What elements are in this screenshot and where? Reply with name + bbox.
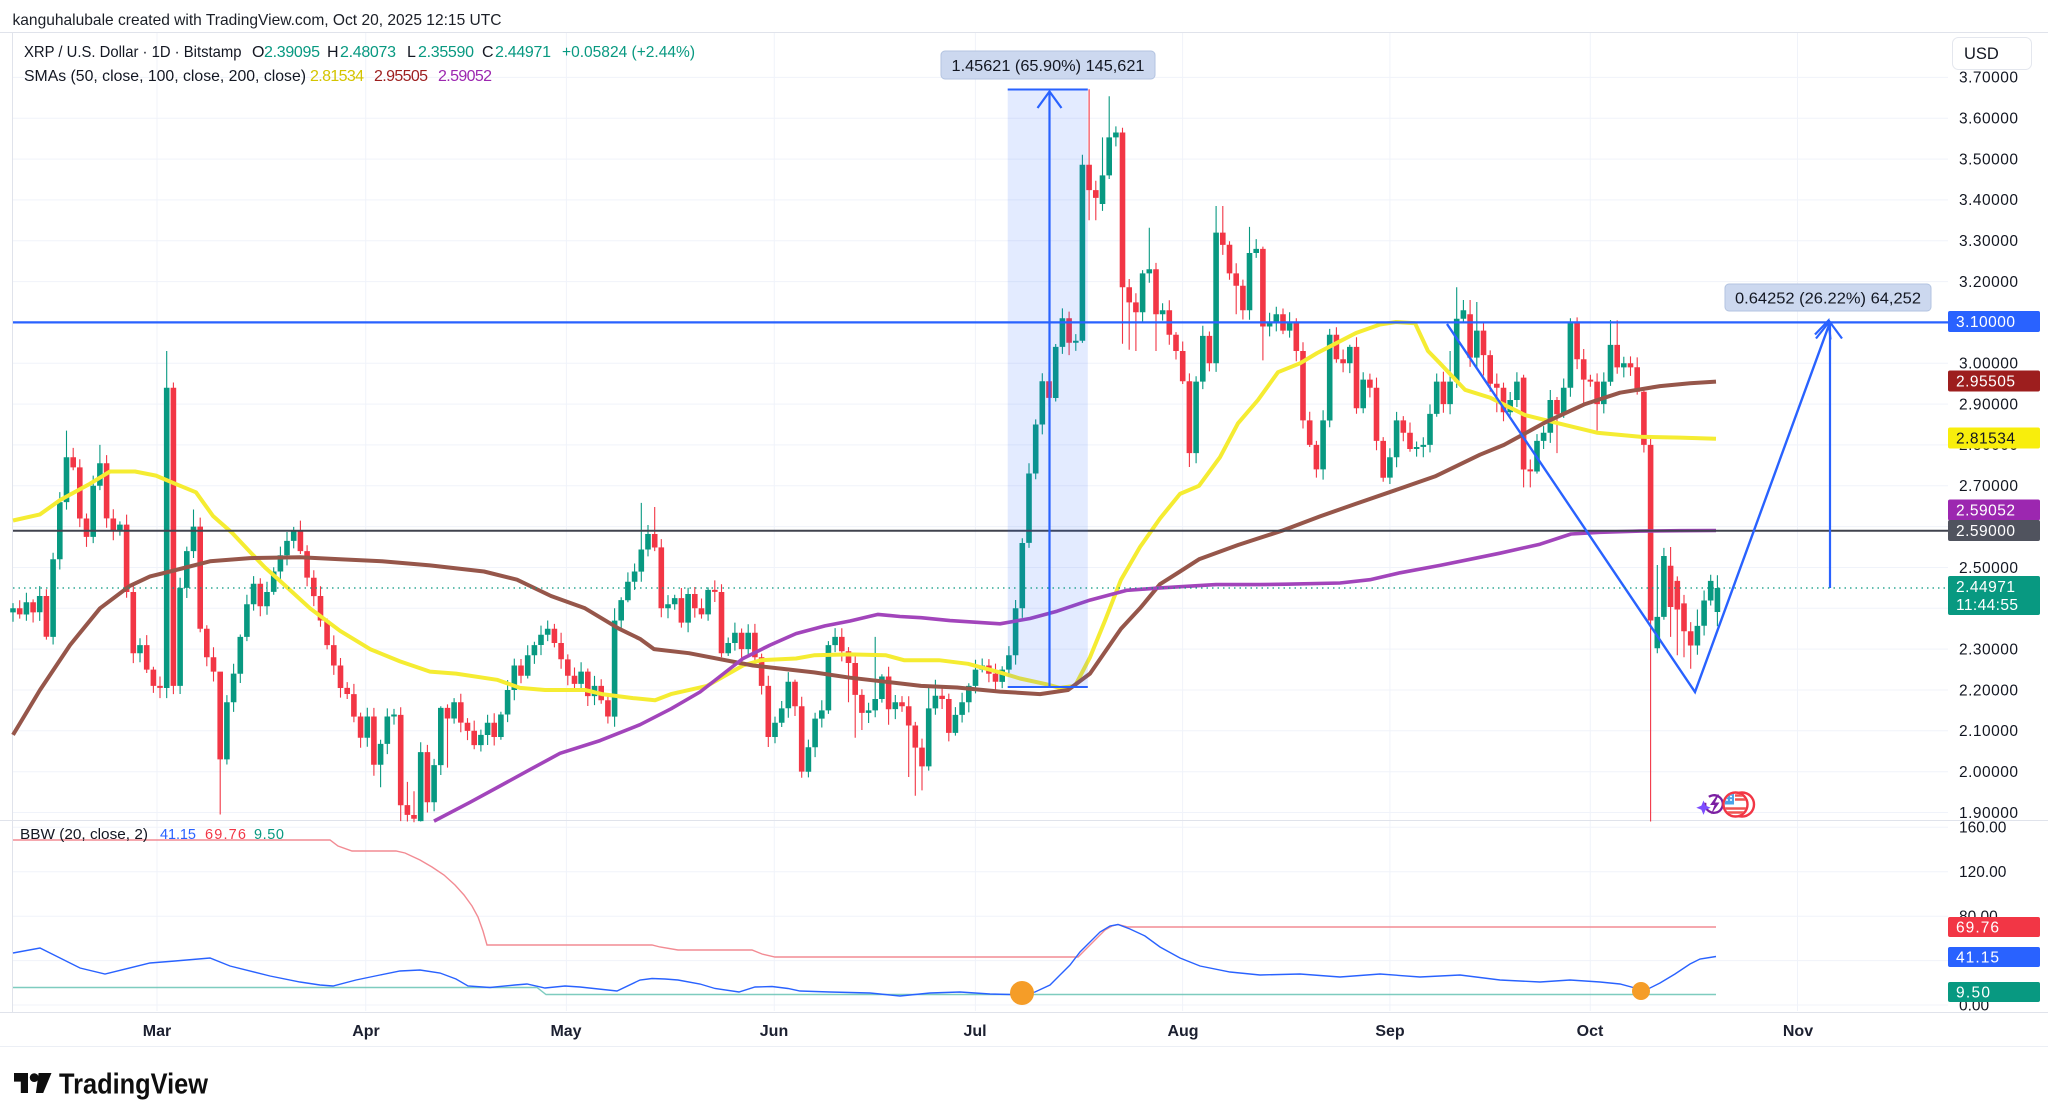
svg-text:2.95505: 2.95505 — [1956, 373, 2015, 390]
svg-text:May: May — [550, 1023, 581, 1040]
svg-text:Sep: Sep — [1375, 1023, 1405, 1040]
svg-text:2.50000: 2.50000 — [1959, 560, 2018, 577]
svg-text:2.59052: 2.59052 — [1956, 502, 2015, 519]
svg-text:9.50: 9.50 — [1956, 984, 1990, 1001]
svg-text:2.39095: 2.39095 — [264, 44, 320, 61]
svg-text:2.59000: 2.59000 — [1956, 523, 2015, 540]
svg-text:SMAs (50, close, 100, close, 2: SMAs (50, close, 100, close, 200, close) — [24, 68, 306, 85]
svg-text:0.64252 (26.22%) 64,252: 0.64252 (26.22%) 64,252 — [1735, 291, 1921, 308]
svg-text:USD: USD — [1964, 45, 1999, 63]
svg-text:9.50: 9.50 — [254, 827, 284, 843]
svg-text:2.81534: 2.81534 — [310, 68, 364, 85]
svg-text:2.10000: 2.10000 — [1959, 723, 2018, 740]
svg-text:2.44971: 2.44971 — [495, 44, 551, 61]
svg-text:2.95505: 2.95505 — [374, 68, 428, 85]
svg-text:2.48073: 2.48073 — [340, 44, 396, 61]
svg-text:O: O — [252, 44, 264, 61]
svg-text:41.15: 41.15 — [1956, 949, 1999, 966]
svg-text:3.40000: 3.40000 — [1959, 192, 2018, 209]
svg-text:1.45621 (65.90%) 145,621: 1.45621 (65.90%) 145,621 — [952, 58, 1145, 75]
svg-text:69.76: 69.76 — [205, 827, 246, 843]
svg-text:TradingView: TradingView — [59, 1069, 209, 1101]
svg-text:2.00000: 2.00000 — [1959, 764, 2018, 781]
svg-text:kanguhalubale created with Tra: kanguhalubale created with TradingView.c… — [13, 12, 502, 29]
svg-text:Mar: Mar — [143, 1023, 171, 1040]
svg-text:3.60000: 3.60000 — [1959, 111, 2018, 128]
svg-text:3.30000: 3.30000 — [1959, 233, 2018, 250]
svg-text:3.00000: 3.00000 — [1959, 356, 2018, 373]
svg-text:3.50000: 3.50000 — [1959, 151, 2018, 168]
svg-text:2.20000: 2.20000 — [1959, 682, 2018, 699]
svg-text:L: L — [407, 44, 416, 61]
svg-text:2.44971: 2.44971 — [1956, 579, 2015, 596]
svg-text:Oct: Oct — [1577, 1023, 1604, 1040]
svg-text:2.35590: 2.35590 — [418, 44, 474, 61]
svg-text:Apr: Apr — [352, 1023, 380, 1040]
svg-text:Jun: Jun — [760, 1023, 788, 1040]
svg-text:3.10000: 3.10000 — [1956, 314, 2015, 331]
svg-text:2.81534: 2.81534 — [1956, 430, 2015, 447]
svg-text:2.59052: 2.59052 — [438, 68, 492, 85]
svg-text:Aug: Aug — [1167, 1023, 1198, 1040]
svg-text:41.15: 41.15 — [160, 827, 196, 843]
svg-text:XRP / U.S. Dollar · 1D · Bitst: XRP / U.S. Dollar · 1D · Bitstamp — [24, 44, 242, 61]
svg-text:120.00: 120.00 — [1959, 864, 2007, 881]
svg-text:2.90000: 2.90000 — [1959, 396, 2018, 413]
svg-text:Nov: Nov — [1783, 1023, 1813, 1040]
svg-text:11:44:55: 11:44:55 — [1956, 597, 2018, 614]
svg-text:Jul: Jul — [963, 1023, 986, 1040]
svg-text:1.90000: 1.90000 — [1959, 805, 2018, 822]
svg-text:H: H — [327, 44, 339, 61]
svg-text:2.30000: 2.30000 — [1959, 641, 2018, 658]
svg-text:+0.05824 (+2.44%): +0.05824 (+2.44%) — [562, 44, 695, 61]
svg-text:3.20000: 3.20000 — [1959, 274, 2018, 291]
svg-text:BBW (20, close, 2): BBW (20, close, 2) — [20, 827, 148, 843]
svg-text:69.76: 69.76 — [1956, 919, 1999, 936]
svg-text:2.70000: 2.70000 — [1959, 478, 2018, 495]
svg-text:160.00: 160.00 — [1959, 820, 2007, 837]
svg-text:3.70000: 3.70000 — [1959, 70, 2018, 87]
svg-text:C: C — [482, 44, 494, 61]
